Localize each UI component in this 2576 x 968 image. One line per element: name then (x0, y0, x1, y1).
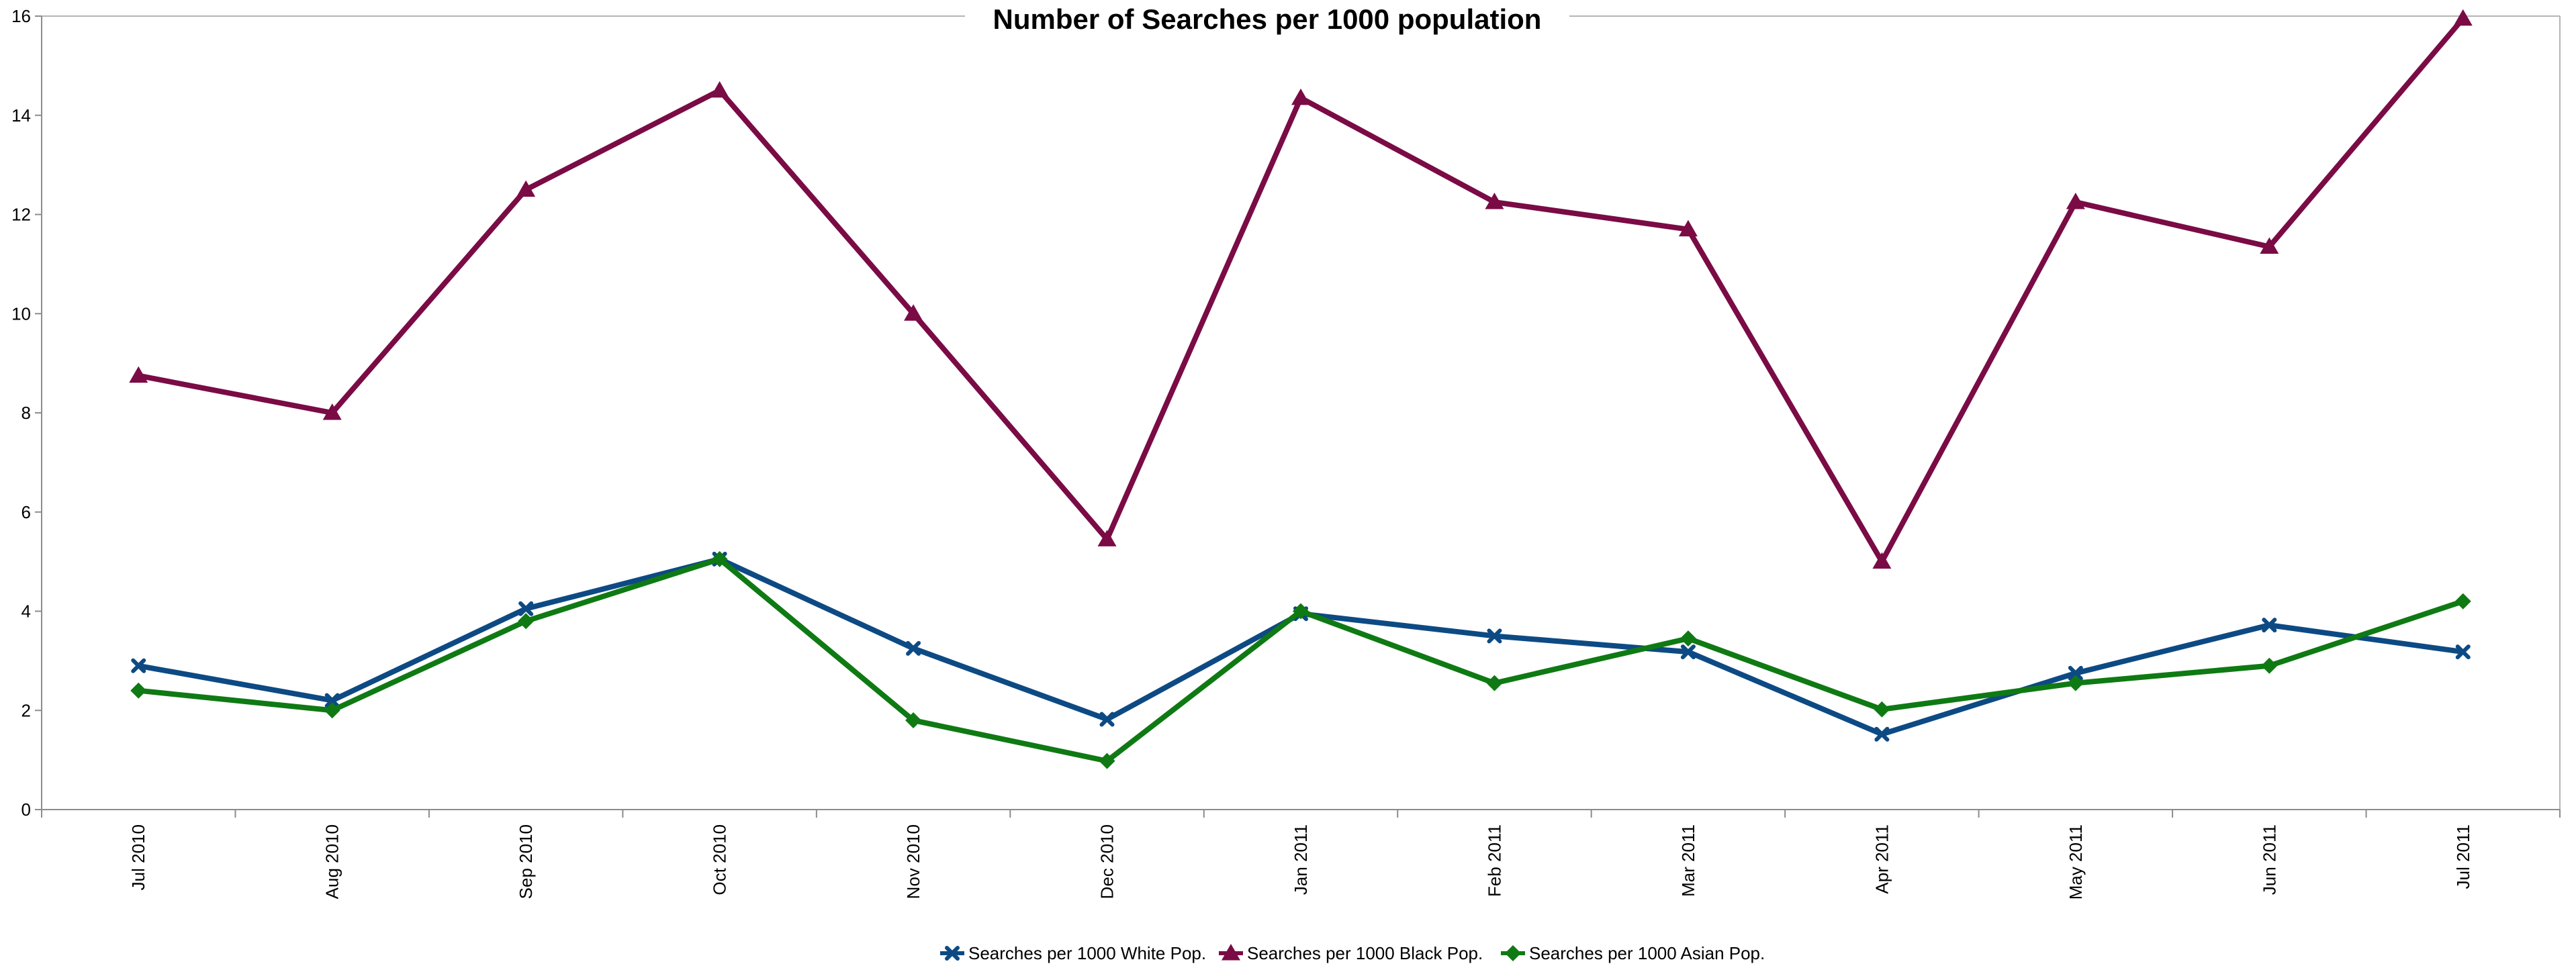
data-point-x (2262, 618, 2277, 633)
legend-label: Searches per 1000 White Pop. (968, 943, 1206, 963)
data-point-triangle (2453, 9, 2473, 26)
data-point-x (2455, 644, 2471, 660)
data-point-triangle (904, 304, 923, 321)
data-point-diamond (1486, 675, 1503, 691)
data-point-triangle (1872, 552, 1892, 569)
data-point-x (518, 601, 534, 616)
data-point-triangle (2260, 237, 2279, 254)
data-point-diamond (905, 712, 922, 729)
x-tick-label: Mar 2011 (1678, 824, 1698, 897)
data-point-x-stroke (2455, 644, 2471, 660)
data-point-x-stroke (1487, 628, 1502, 644)
data-point-diamond (1293, 603, 1309, 620)
y-tick-label: 4 (21, 601, 31, 622)
data-point-x (906, 640, 921, 656)
y-tick-label: 10 (11, 303, 31, 324)
x-tick-label: Oct 2010 (710, 824, 730, 896)
y-tick-label: 16 (11, 6, 31, 26)
data-point-diamond (1099, 753, 1115, 769)
data-point-triangle (2066, 193, 2085, 209)
data-point-triangle (129, 366, 148, 383)
data-point-diamond (324, 702, 340, 719)
x-tick-label: Aug 2010 (322, 824, 342, 899)
data-point-x-stroke (1099, 712, 1115, 727)
x-tick-label: Jul 2011 (2453, 824, 2473, 889)
x-tick-label: Jan 2011 (1291, 824, 1311, 895)
data-point-diamond (1505, 945, 1521, 961)
x-tick-label: Nov 2010 (903, 824, 923, 899)
data-point-x-stroke (2068, 665, 2083, 681)
data-point-diamond (1680, 630, 1696, 647)
data-point-diamond (2261, 657, 2278, 674)
data-point-x-stroke (906, 640, 921, 656)
data-point-x-stroke (1874, 726, 1890, 742)
legend-item: Searches per 1000 Black Pop. (1219, 943, 1483, 963)
data-point-triangle (322, 403, 342, 420)
data-point-diamond (518, 613, 535, 630)
x-tick-label: Apr 2011 (1872, 824, 1892, 894)
data-point-x (1487, 628, 1502, 644)
data-point-x (131, 658, 146, 673)
legend-item: Searches per 1000 Asian Pop. (1501, 943, 1765, 963)
x-tick-label: Sep 2010 (516, 824, 536, 899)
data-point-triangle (1291, 88, 1310, 105)
y-tick-label: 2 (21, 700, 31, 720)
data-point-diamond (711, 550, 728, 567)
data-point-x (2068, 665, 2083, 681)
data-point-diamond (130, 682, 147, 699)
y-tick-label: 6 (21, 502, 31, 522)
series-group (129, 9, 2473, 569)
data-point-x (1874, 726, 1890, 742)
data-point-triangle (1097, 530, 1117, 546)
x-tick-label: Jul 2010 (128, 824, 148, 890)
y-tick-label: 14 (11, 105, 31, 126)
data-point-x (1099, 712, 1115, 727)
series-line (138, 556, 2464, 737)
y-tick-label: 12 (11, 205, 31, 225)
chart-title: Number of Searches per 1000 population (993, 3, 1542, 35)
data-point-x-stroke (945, 946, 960, 961)
data-point-x-stroke (1680, 644, 1696, 660)
data-point-x-stroke (518, 601, 534, 616)
axes: 0 2 4 6 8 10 12 14 16 Jul 2010 Aug 2010 Sep 2010 Oct… (11, 6, 2561, 900)
data-point-triangle (1222, 944, 1240, 961)
series-line (138, 556, 2465, 764)
legend: Searches per 1000 White Pop. Searches per… (940, 943, 1765, 963)
legend-item: Searches per 1000 White Pop. (940, 943, 1206, 963)
legend-label: Searches per 1000 Asian Pop. (1529, 943, 1765, 963)
data-point-x-stroke (2262, 618, 2277, 633)
x-tick-label: Dec 2010 (1097, 824, 1117, 899)
data-point-x (324, 693, 340, 708)
y-tick-label: 0 (21, 800, 31, 820)
data-point-triangle (1678, 220, 1698, 237)
data-point-diamond (1874, 701, 1890, 718)
title-background (965, 3, 1569, 38)
data-point-x-stroke (131, 658, 146, 673)
data-point-diamond (2067, 675, 2084, 691)
x-tick-label: Jun 2011 (2259, 824, 2279, 895)
data-point-diamond (2454, 593, 2471, 610)
x-tick-label: May 2011 (2066, 824, 2086, 900)
data-point-x (945, 946, 960, 961)
x-tick-label: Feb 2011 (1484, 824, 1504, 897)
series-group (130, 550, 2471, 769)
data-point-x-stroke (324, 693, 340, 708)
series-lines (129, 9, 2473, 769)
data-point-triangle (516, 180, 536, 197)
data-point-triangle (710, 81, 729, 98)
data-point-x (1680, 644, 1696, 660)
data-point-triangle (1485, 193, 1504, 209)
legend-label: Searches per 1000 Black Pop. (1247, 943, 1483, 963)
y-tick-label: 8 (21, 403, 31, 423)
series-group (131, 551, 2471, 742)
